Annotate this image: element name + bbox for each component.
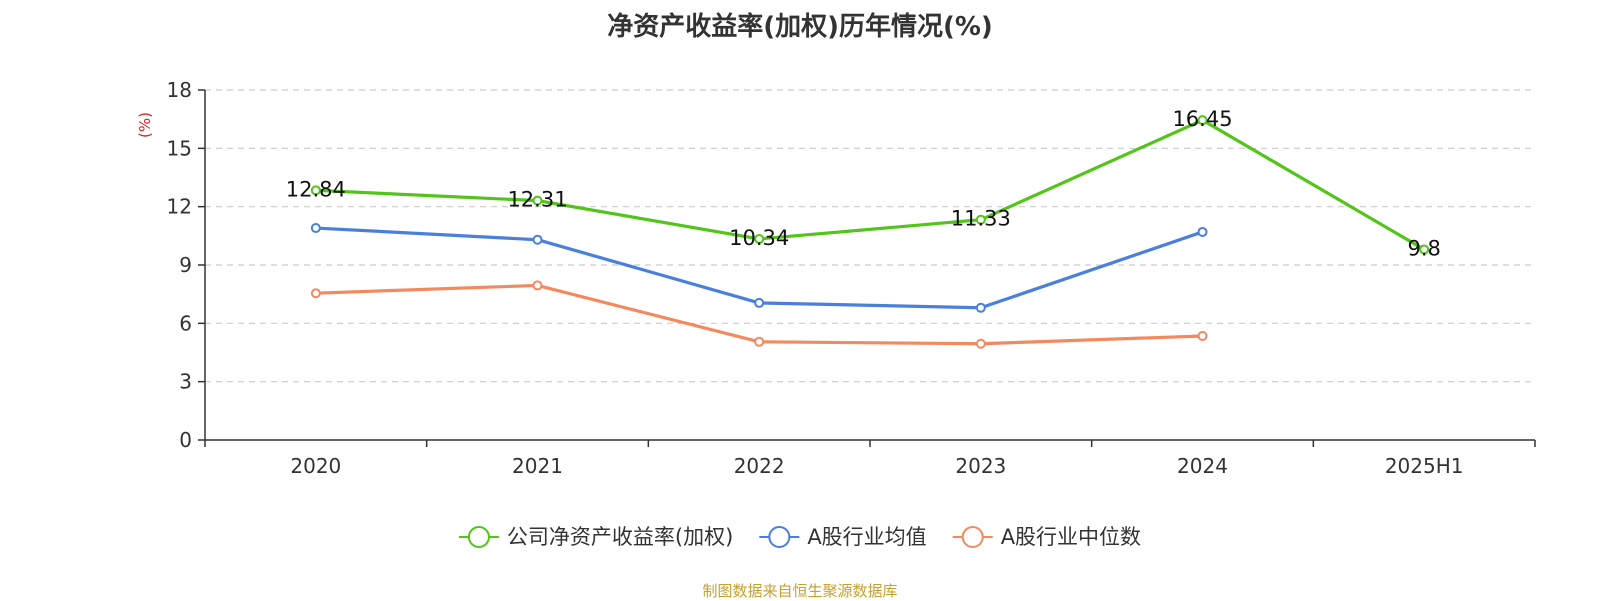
data-point <box>1197 330 1208 341</box>
data-point <box>975 338 986 349</box>
x-tick-label: 2022 <box>734 454 785 478</box>
data-point <box>532 234 543 245</box>
data-point <box>310 185 321 196</box>
legend-label: A股行业均值 <box>807 525 926 549</box>
data-point <box>975 302 986 313</box>
data-point <box>1197 115 1208 126</box>
legend-marker <box>961 526 984 548</box>
data-label: 10.34 <box>729 226 789 250</box>
y-axis-unit-label: (%) <box>136 112 154 138</box>
axes: 0 3 6 9 12 15 18 (%) 2020 2021 2022 2023 2024 2025H1 <box>136 78 1536 478</box>
chart-title: 净资产收益率(加权)历年情况(%) <box>607 12 993 42</box>
data-point <box>532 280 543 291</box>
x-tick-label: 2023 <box>955 454 1006 478</box>
x-tick-label: 2021 <box>512 454 563 478</box>
data-label: 12.84 <box>286 177 346 201</box>
legend-label: A股行业中位数 <box>1001 525 1141 549</box>
data-label: 12.31 <box>507 188 567 212</box>
y-tick-label: 18 <box>167 78 192 102</box>
data-point <box>310 288 321 299</box>
y-tick-label: 6 <box>179 311 192 335</box>
y-tick-label: 9 <box>179 253 192 277</box>
series-lines <box>310 115 1430 349</box>
data-label: 9.8 <box>1407 236 1440 260</box>
legend-label: 公司净资产收益率(加权) <box>507 525 733 549</box>
series-line <box>315 118 1425 251</box>
y-tick-label: 12 <box>167 195 192 219</box>
y-tick-label: 0 <box>179 428 192 452</box>
gridlines <box>205 89 1535 383</box>
y-tick-label: 3 <box>179 370 192 394</box>
source-note: 制图数据来自恒生聚源数据库 <box>702 582 898 600</box>
data-point <box>532 195 543 206</box>
data-point <box>310 223 321 234</box>
legend: 公司净资产收益率(加权) A股行业均值 A股行业中位数 <box>458 525 1141 549</box>
data-point <box>1197 226 1208 237</box>
legend-marker <box>467 526 490 548</box>
legend-marker <box>768 526 791 548</box>
series-line <box>315 283 1203 346</box>
data-point <box>975 214 986 225</box>
x-tick-label: 2020 <box>290 454 341 478</box>
data-point <box>754 233 765 244</box>
data-label: 16.45 <box>1172 107 1232 131</box>
data-labels: 12.84 12.31 10.34 11.33 16.45 9.8 <box>286 107 1441 260</box>
y-tick-label: 15 <box>167 136 192 160</box>
data-point <box>1419 244 1430 255</box>
data-point <box>754 297 765 308</box>
data-point <box>754 336 765 347</box>
data-label: 11.33 <box>951 207 1011 231</box>
x-tick-label: 2025H1 <box>1385 454 1464 478</box>
x-tick-label: 2024 <box>1177 454 1228 478</box>
